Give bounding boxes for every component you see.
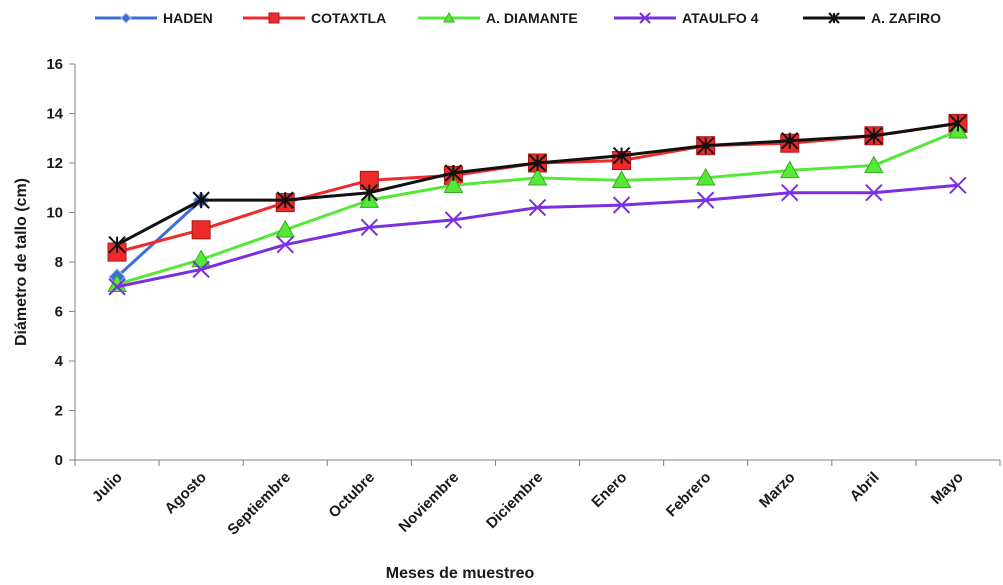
legend-item-a-zafiro: A. ZAFIRO — [803, 10, 941, 26]
legend-marker — [443, 11, 455, 23]
data-point-a-zafiro — [781, 132, 799, 150]
x-tick-label: Marzo — [756, 469, 799, 512]
data-point-a-zafiro — [865, 127, 883, 145]
series-layer — [107, 113, 968, 296]
data-point-ataulfo-4 — [528, 198, 547, 217]
data-point-a-zafiro — [949, 114, 967, 133]
y-tick-label: 6 — [55, 304, 63, 321]
data-point-a-diamante — [779, 160, 800, 179]
data-point-a-zafiro — [360, 183, 379, 202]
data-point-a-diamante — [191, 249, 211, 268]
legend-marker — [828, 12, 840, 24]
data-point-ataulfo-4 — [949, 176, 967, 194]
y-tick-label: 14 — [46, 106, 63, 123]
x-axis-ticks: Julio Agosto Septiembre Octubre Noviembre Dic… — [74, 460, 1001, 539]
legend-label: HADEN — [163, 10, 213, 26]
data-point-a-zafiro — [696, 136, 715, 155]
data-point-a-diamante — [695, 167, 716, 186]
data-point-a-zafiro — [108, 235, 126, 254]
data-point-ataulfo-4 — [276, 235, 294, 254]
data-point-ataulfo-4 — [781, 183, 799, 202]
data-point-a-zafiro — [444, 164, 463, 182]
x-tick-label: Diciembre — [483, 469, 546, 532]
legend-marker — [268, 12, 280, 24]
y-tick-label: 12 — [46, 155, 63, 172]
x-tick-label: Febrero — [663, 469, 715, 521]
x-tick-label: Enero — [588, 469, 630, 511]
legend-label: A. DIAMANTE — [486, 10, 578, 26]
data-point-ataulfo-4 — [192, 260, 210, 279]
series-line-haden — [116, 199, 203, 278]
y-tick-label: 4 — [55, 353, 64, 370]
data-point-a-diamante — [527, 167, 548, 186]
data-point-a-zafiro — [192, 191, 210, 209]
series-line-cotaxtla — [116, 121, 959, 254]
data-point-ataulfo-4 — [696, 191, 715, 209]
y-tick-label: 8 — [55, 254, 63, 271]
data-point-ataulfo-4 — [108, 278, 126, 296]
legend-marker — [120, 12, 132, 24]
y-tick-label: 0 — [55, 452, 63, 469]
legend-label: A. ZAFIRO — [871, 10, 941, 26]
x-tick-label: Octubre — [325, 469, 378, 522]
data-point-a-diamante — [275, 219, 296, 238]
x-axis-title: Meses de muestreo — [386, 565, 535, 582]
data-point-ataulfo-4 — [444, 211, 463, 229]
x-tick-label: Abril — [847, 469, 883, 505]
data-point-a-diamante — [443, 175, 464, 193]
data-point-a-zafiro — [528, 154, 547, 172]
y-tick-label: 16 — [46, 56, 63, 73]
data-point-a-zafiro — [276, 191, 294, 209]
data-point-ataulfo-4 — [360, 218, 379, 237]
data-point-a-diamante — [864, 155, 884, 174]
legend-label: ATAULFO 4 — [682, 10, 759, 26]
x-tick-label: Noviembre — [395, 469, 462, 536]
plot-area: 0 2 4 6 8 10 12 14 16 Julio Agosto Septiembre Octub… — [46, 56, 1001, 539]
data-point-a-diamante — [611, 170, 632, 189]
legend-item-cotaxtla: COTAXTLA — [243, 10, 386, 26]
legend-item-ataulfo-4: ATAULFO 4 — [614, 10, 759, 26]
x-tick-label: Julio — [89, 469, 126, 506]
series-a-zafiro — [108, 114, 967, 254]
data-point-cotaxtla — [191, 220, 211, 240]
x-tick-label: Mayo — [928, 469, 967, 508]
legend-item-a-diamante: A. DIAMANTE — [418, 10, 578, 26]
legend-label: COTAXTLA — [311, 10, 386, 26]
y-tick-label: 2 — [55, 403, 63, 420]
series-a-diamante — [107, 120, 968, 292]
x-tick-label: Septiembre — [224, 469, 294, 539]
data-point-ataulfo-4 — [865, 183, 883, 202]
legend: HADEN COTAXTLA A. DIAMANTE ATAULFO 4 A. ZAFI… — [95, 10, 941, 26]
y-axis-ticks: 0 2 4 6 8 10 12 14 16 — [46, 56, 75, 469]
legend-marker — [639, 12, 651, 24]
data-point-a-zafiro — [612, 146, 631, 165]
y-tick-label: 10 — [46, 205, 63, 222]
legend-item-haden: HADEN — [95, 10, 213, 26]
y-axis-title: Diámetro de tallo (cm) — [13, 178, 30, 346]
data-point-ataulfo-4 — [612, 196, 631, 214]
series-ataulfo-4 — [108, 176, 967, 296]
x-tick-label: Agosto — [161, 469, 210, 518]
